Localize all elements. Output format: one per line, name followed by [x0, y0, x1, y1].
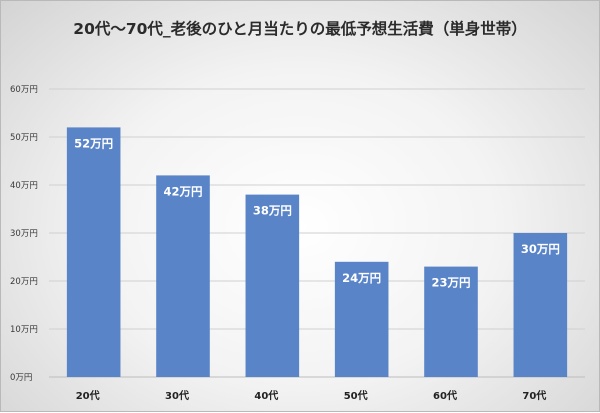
- x-tick-label: 30代: [165, 389, 189, 402]
- chart-title: 20代～70代_老後のひと月当たりの最低予想生活費（単身世帯）: [73, 20, 527, 38]
- bar: [156, 175, 210, 377]
- bar: [513, 233, 568, 377]
- bar: [66, 127, 121, 378]
- x-tick-label: 60代: [433, 389, 457, 402]
- x-tick-label: 50代: [344, 389, 368, 402]
- data-label: 42万円: [163, 184, 202, 198]
- x-tick-label: 20代: [76, 389, 100, 402]
- bar: [424, 266, 478, 377]
- data-label: 52万円: [74, 136, 113, 150]
- x-tick-label: 70代: [522, 389, 546, 402]
- y-tick-label: 50万円: [10, 133, 38, 143]
- bar: [245, 194, 300, 377]
- data-label: 30万円: [521, 242, 560, 256]
- data-label: 38万円: [253, 204, 292, 218]
- data-label: 23万円: [431, 276, 470, 290]
- y-tick-label: 20万円: [10, 277, 38, 287]
- y-tick-label: 60万円: [10, 85, 38, 95]
- y-tick-label: 0万円: [10, 373, 32, 383]
- y-tick-label: 10万円: [10, 325, 38, 335]
- x-tick-label: 40代: [254, 389, 278, 402]
- bar: [334, 261, 389, 377]
- y-tick-label: 40万円: [10, 181, 38, 191]
- data-label: 24万円: [342, 271, 381, 285]
- y-tick-label: 30万円: [10, 229, 38, 239]
